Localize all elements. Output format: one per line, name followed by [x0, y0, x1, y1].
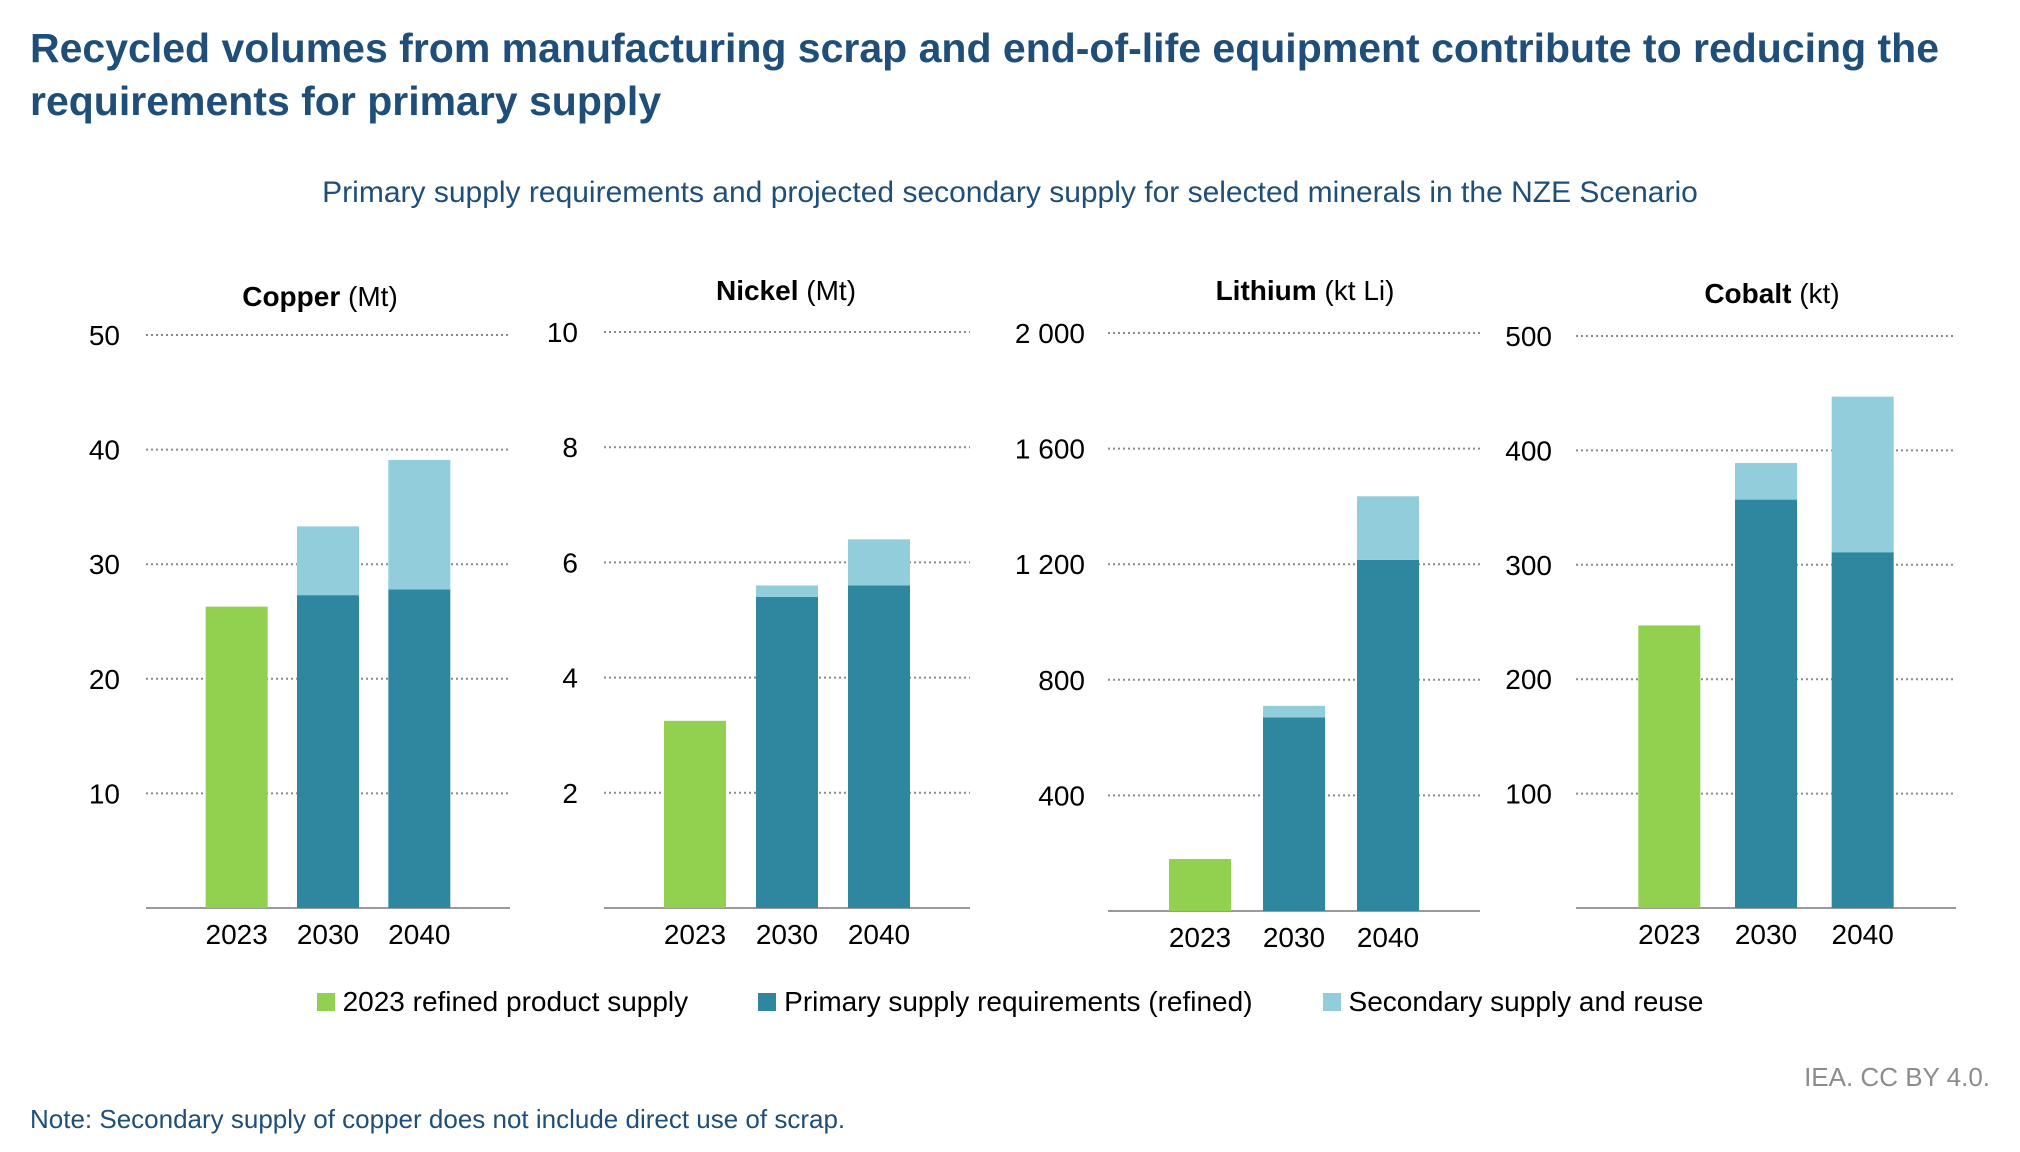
bar-segment-2030-s1 — [1735, 499, 1797, 908]
x-tick-label: 2040 — [388, 919, 450, 950]
legend-swatch — [758, 993, 777, 1011]
y-tick-label: 200 — [1505, 664, 1552, 695]
legend-item: Secondary supply and reuse — [1322, 986, 1704, 1018]
x-tick-label: 2030 — [1263, 922, 1325, 953]
legend-swatch — [316, 993, 335, 1011]
x-tick-label: 2030 — [297, 919, 359, 950]
bar-segment-2023-s0 — [1169, 858, 1231, 911]
bar-segment-2030-s2 — [297, 526, 359, 596]
footnote: Note: Secondary supply of copper does no… — [30, 1104, 846, 1134]
y-tick-label: 2 000 — [1015, 318, 1085, 349]
chart-title: Lithium (kt Li) — [1216, 275, 1395, 306]
bar-segment-2030-s1 — [1263, 717, 1325, 911]
y-tick-label: 1 600 — [1015, 434, 1085, 465]
x-tick-label: 2030 — [1735, 919, 1797, 950]
bar-segment-2030-s1 — [756, 596, 818, 908]
bar-segment-2040-s1 — [848, 585, 910, 908]
x-tick-label: 2040 — [848, 919, 910, 950]
y-tick-label: 20 — [89, 664, 120, 695]
bar-segment-2023-s0 — [205, 606, 268, 908]
y-tick-label: 400 — [1505, 435, 1552, 466]
chart-title: Cobalt (kt) — [1704, 278, 1839, 309]
y-tick-label: 10 — [547, 317, 578, 348]
y-tick-label: 40 — [89, 435, 120, 466]
y-tick-label: 4 — [562, 663, 578, 694]
source-credit: IEA. CC BY 4.0. — [1804, 1062, 1990, 1092]
legend-label: Secondary supply and reuse — [1348, 986, 1704, 1017]
bar-segment-2023-s0 — [664, 720, 726, 908]
legend-item: Primary supply requirements (refined) — [758, 986, 1253, 1018]
x-tick-label: 2040 — [1357, 922, 1419, 953]
bar-segment-2030-s2 — [1735, 462, 1797, 500]
y-tick-label: 400 — [1038, 780, 1085, 811]
chart-panel-lithium: Lithium (kt Li) 400 800 1 200 1 600 2 000 2023… — [1015, 275, 1480, 953]
y-tick-label: 800 — [1038, 665, 1085, 696]
y-tick-label: 100 — [1505, 779, 1552, 810]
chart-subtitle: Primary supply requirements and projecte… — [322, 176, 1698, 209]
bar-segment-2040-s2 — [1357, 496, 1419, 560]
legend-swatch — [1322, 993, 1341, 1011]
bar-segment-2040-s2 — [1831, 396, 1894, 553]
y-tick-label: 2 — [562, 778, 578, 809]
y-tick-label: 300 — [1505, 550, 1552, 581]
x-tick-label: 2040 — [1832, 919, 1894, 950]
bar-segment-2040-s2 — [848, 539, 910, 586]
chart-title-mineral: Copper — [242, 281, 340, 312]
chart-title: Copper (Mt) — [242, 281, 398, 312]
bar-segment-2030-s2 — [756, 585, 818, 597]
chart-panel-nickel: Nickel (Mt) 2 4 6 8 10 2023 2030 2040 — [547, 275, 970, 950]
y-tick-label: 30 — [89, 549, 120, 580]
bar-segment-2040-s2 — [388, 459, 451, 590]
y-tick-label: 1 200 — [1015, 549, 1085, 580]
chart-panel-cobalt: Cobalt (kt) 100 200 300 400 500 2023 2030 2040 — [1505, 278, 1956, 950]
x-tick-label: 2023 — [206, 919, 268, 950]
y-tick-label: 6 — [562, 547, 578, 578]
chart-title-mineral: Nickel — [716, 275, 799, 306]
chart-title-unit: (kt Li) — [1317, 275, 1395, 306]
legend-item: 2023 refined product supply — [316, 986, 689, 1018]
y-tick-label: 8 — [562, 432, 578, 463]
legend: 2023 refined product supply Primary suppl… — [0, 986, 2020, 1018]
x-tick-label: 2023 — [1169, 922, 1231, 953]
chart-title-unit: (kt) — [1791, 278, 1839, 309]
chart-title: Nickel (Mt) — [716, 275, 856, 306]
y-tick-label: 500 — [1505, 321, 1552, 352]
y-tick-label: 10 — [89, 778, 120, 809]
bar-segment-2040-s1 — [1357, 559, 1419, 911]
y-tick-label: 50 — [89, 320, 120, 351]
bar-segment-2040-s1 — [388, 589, 451, 908]
bar-segment-2030-s2 — [1263, 705, 1325, 718]
chart-title-unit: (Mt) — [798, 275, 856, 306]
legend-label: 2023 refined product supply — [342, 986, 689, 1017]
bar-segment-2023-s0 — [1638, 625, 1701, 908]
x-tick-label: 2023 — [664, 919, 726, 950]
chart-title-unit: (Mt) — [340, 281, 398, 312]
bar-segment-2030-s1 — [297, 595, 359, 908]
legend-label: Primary supply requirements (refined) — [784, 986, 1253, 1017]
chart-title-mineral: Cobalt — [1704, 278, 1791, 309]
x-tick-label: 2030 — [756, 919, 818, 950]
bar-segment-2040-s1 — [1831, 552, 1894, 908]
chart-title-mineral: Lithium — [1216, 275, 1317, 306]
page-title: Recycled volumes from manufacturing scra… — [30, 25, 1940, 124]
x-tick-label: 2023 — [1638, 919, 1700, 950]
